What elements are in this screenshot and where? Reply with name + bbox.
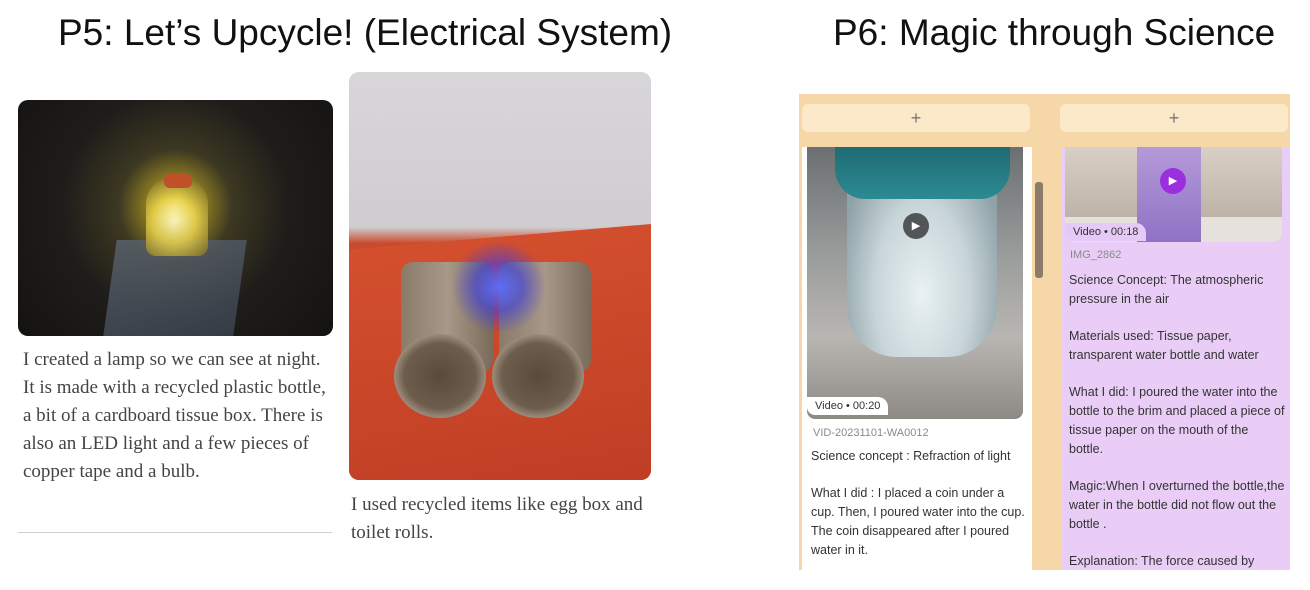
- add-post-button-right[interactable]: +: [1060, 104, 1288, 132]
- post-paragraph: What I did : I placed a coin under a cup…: [811, 486, 1025, 557]
- post-paragraph: What I did: I poured the water into the …: [1069, 385, 1285, 456]
- column-left: ▶ Video • 00:20 VID-20231101-WA0012 Scie…: [802, 147, 1032, 570]
- p5-heading: P5: Let’s Upcycle! (Electrical System): [58, 12, 673, 53]
- column-right: ▶ Video • 00:18 IMG_2862 Science Concept…: [1061, 147, 1290, 570]
- post-paragraph: Science Concept: The atmospheric pressur…: [1069, 273, 1264, 306]
- scrollbar[interactable]: [1035, 182, 1043, 278]
- rolls-caption: I used recycled items like egg box and t…: [351, 494, 643, 543]
- glowing-bottle-lamp: [146, 178, 208, 256]
- toilet-roll-left-end: [394, 334, 486, 418]
- padlet-board: + + ▶ Video • 00:20 VID-20231101-WA0012 …: [799, 94, 1290, 570]
- post-paragraph: Magic:When I overturned the bottle,the w…: [1069, 479, 1285, 531]
- post-paragraph: Science concept : Refraction of light: [811, 449, 1011, 463]
- attachment-filename: IMG_2862: [1070, 249, 1122, 261]
- add-post-button-left[interactable]: +: [802, 104, 1030, 132]
- p6-heading: P6: Magic through Science: [833, 12, 1276, 53]
- person-image: [1137, 147, 1201, 242]
- post-body: Science concept : Refraction of light Wh…: [811, 447, 1025, 570]
- post-paragraph: Materials used: Tissue paper, transparen…: [1069, 329, 1259, 362]
- attachment-filename: VID-20231101-WA0012: [813, 427, 929, 439]
- video-thumbnail-bottle[interactable]: ▶: [807, 147, 1023, 419]
- toilet-roll-right-end: [492, 334, 584, 418]
- toilet-rolls-photo: [349, 72, 651, 480]
- lamp-caption: I created a lamp so we can see at night.…: [23, 349, 326, 482]
- video-duration-badge: Video • 00:20: [807, 397, 889, 415]
- post-paragraph: Explanation: The force caused by: [1069, 554, 1255, 568]
- bottle-cap: [164, 174, 192, 188]
- divider: [18, 532, 332, 533]
- lamp-photo: [18, 100, 333, 336]
- play-icon[interactable]: ▶: [903, 213, 929, 239]
- bottle-neck-image: [835, 147, 1010, 199]
- post-body: Science Concept: The atmospheric pressur…: [1069, 271, 1285, 570]
- blue-led-glow: [449, 242, 549, 332]
- video-duration-badge: Video • 00:18: [1065, 223, 1147, 241]
- play-icon[interactable]: ▶: [1160, 168, 1186, 194]
